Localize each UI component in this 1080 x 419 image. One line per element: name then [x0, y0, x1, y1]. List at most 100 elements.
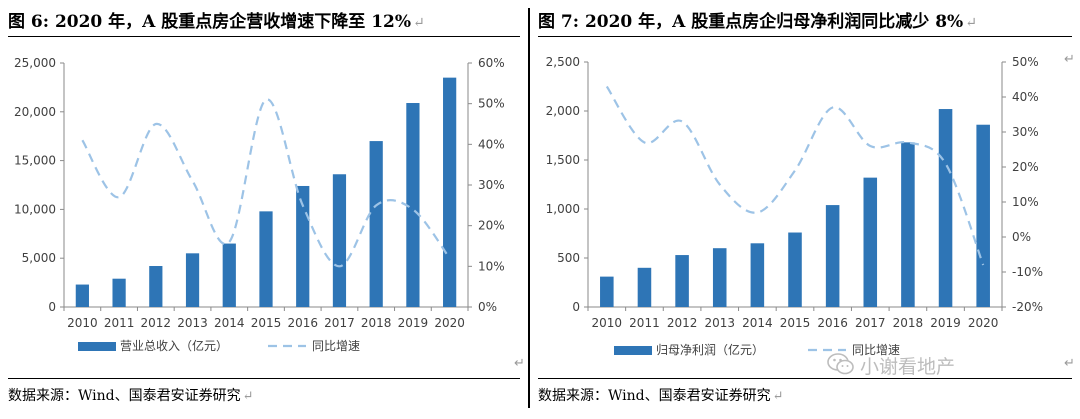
x-tick-label: 2013 [177, 316, 208, 330]
left-tick-label: 0 [48, 300, 56, 314]
bar [600, 276, 614, 307]
bar [112, 278, 126, 307]
figure-title: 图 6: 2020 年，A 股重点房企营收增速下降至 12% ↵ [8, 8, 520, 37]
bar [788, 232, 802, 307]
figure-title-text: 图 7: 2020 年，A 股重点房企归母净利润同比减少 8% [538, 12, 964, 32]
right-tick-label: 50% [1012, 55, 1039, 69]
right-tick-label: 30% [1012, 125, 1039, 139]
return-mark-icon: ↵ [242, 389, 254, 404]
right-tick-label: 0% [1012, 230, 1031, 244]
x-tick-label: 2016 [287, 316, 318, 330]
figure-7-panel: 图 7: 2020 年，A 股重点房企归母净利润同比减少 8% ↵ 0 500 1,0… [530, 0, 1080, 419]
x-tick-label: 2012 [667, 316, 698, 330]
bar [750, 243, 765, 307]
x-tick-label: 2016 [817, 316, 848, 330]
bar [259, 211, 273, 307]
x-tick-label: 2014 [214, 316, 245, 330]
x-tick-label: 2018 [361, 316, 392, 330]
panel-divider [528, 8, 530, 408]
x-tick-label: 2011 [629, 316, 660, 330]
right-tick-label: 60% [478, 56, 505, 70]
right-tick-label: 40% [1012, 90, 1039, 104]
bar [406, 103, 420, 308]
bar [296, 185, 310, 307]
right-tick-label: 20% [478, 219, 505, 233]
left-tick-label: 1,500 [546, 153, 580, 167]
bar [369, 141, 383, 307]
x-tick-label: 2010 [592, 316, 623, 330]
bar [675, 255, 689, 307]
x-tick-label: 2019 [398, 316, 429, 330]
bar [185, 253, 200, 307]
source-text: 数据来源：Wind、国泰君安证券研究 [538, 388, 771, 404]
left-tick-label: 10,000 [14, 202, 56, 216]
source-note: 数据来源：Wind、国泰君安证券研究 ↵ [8, 378, 520, 405]
net-profit-chart: 0 500 1,000 1,500 2,000 2,500 -20% -10% 0% 10% 20%… [546, 55, 1043, 357]
growth-rate-line [605, 85, 985, 266]
bar [443, 77, 457, 307]
bar [332, 174, 347, 307]
left-tick-label: 2,500 [546, 55, 580, 69]
x-tick-label: 2017 [855, 316, 886, 330]
watermark-text: 小谢看地产 [860, 356, 956, 378]
left-tick-label: 1,000 [546, 202, 580, 216]
left-tick-label: 25,000 [14, 56, 56, 70]
bar [901, 142, 915, 307]
return-mark-icon: ↵ [772, 389, 784, 404]
figure-title-text: 图 6: 2020 年，A 股重点房企营收增速下降至 12% [8, 12, 412, 32]
figure-title: 图 7: 2020 年，A 股重点房企归母净利润同比减少 8% ↵ [538, 8, 1072, 37]
right-tick-label: -20% [1012, 300, 1043, 314]
legend-line-label: 同比增速 [852, 343, 900, 357]
left-tick-label: 2,000 [546, 104, 580, 118]
right-tick-label: 40% [478, 137, 505, 151]
right-tick-label: 10% [1012, 195, 1039, 209]
x-tick-label: 2015 [780, 316, 811, 330]
left-tick-label: 0 [572, 300, 580, 314]
revenue-chart: 0 5,000 10,000 15,000 20,000 25,000 0% 10% 20% 30… [14, 56, 505, 353]
bar [75, 284, 89, 307]
bar [637, 267, 652, 307]
legend-bar-swatch [614, 346, 652, 355]
bar [938, 109, 953, 307]
left-tick-label: 15,000 [14, 154, 56, 168]
bar [712, 248, 727, 307]
x-tick-label: 2013 [704, 316, 735, 330]
x-tick-label: 2017 [324, 316, 355, 330]
return-mark-icon: ↵ [413, 15, 425, 31]
x-tick-label: 2015 [251, 316, 282, 330]
x-tick-label: 2018 [893, 316, 924, 330]
right-tick-label: 30% [478, 178, 505, 192]
right-tick-label: 50% [478, 97, 505, 111]
x-tick-label: 2012 [141, 316, 172, 330]
x-tick-label: 2014 [742, 316, 773, 330]
source-note: 数据来源：Wind、国泰君安证券研究 ↵ [538, 378, 1072, 405]
right-tick-label: 0% [478, 300, 497, 314]
wechat-icon [827, 353, 854, 375]
return-mark-icon: ↵ [965, 15, 977, 31]
x-tick-label: 2019 [930, 316, 961, 330]
bar [149, 266, 163, 307]
right-tick-label: -10% [1012, 265, 1043, 279]
return-mark-icon: ↵ [1064, 52, 1075, 67]
bar [976, 124, 990, 307]
legend-bar-label: 营业总收入（亿元） [120, 338, 228, 353]
bar [222, 243, 236, 307]
x-tick-label: 2010 [67, 316, 98, 330]
x-tick-label: 2011 [104, 316, 135, 330]
left-tick-label: 20,000 [14, 105, 56, 119]
return-mark-icon: ↵ [1064, 356, 1075, 371]
legend-line-label: 同比增速 [312, 339, 360, 353]
return-mark-icon: ↵ [514, 356, 525, 371]
bar [825, 205, 840, 307]
right-tick-label: 20% [1012, 160, 1039, 174]
right-tick-label: 10% [478, 259, 505, 273]
bar [863, 177, 878, 307]
left-tick-label: 5,000 [22, 251, 56, 265]
legend-bar-label: 归母净利润（亿元） [656, 342, 764, 357]
left-tick-label: 500 [557, 251, 580, 265]
x-tick-label: 2020 [434, 316, 465, 330]
source-text: 数据来源：Wind、国泰君安证券研究 [8, 388, 241, 404]
x-tick-label: 2020 [968, 316, 999, 330]
legend-bar-swatch [78, 342, 116, 351]
figure-6-panel: 图 6: 2020 年，A 股重点房企营收增速下降至 12% ↵ 0 5,000 10… [0, 0, 528, 419]
